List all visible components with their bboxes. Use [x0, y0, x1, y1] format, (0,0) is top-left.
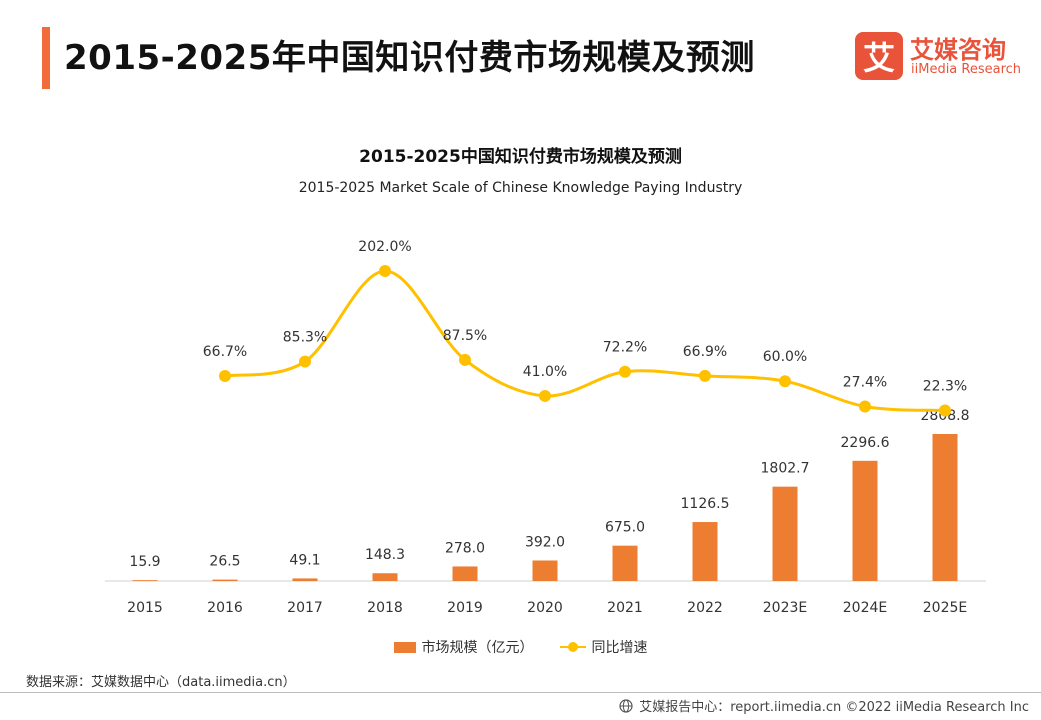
legend-item-line: 同比增速 [559, 637, 648, 657]
page-title: 2015-2025年中国知识付费市场规模及预测 [64, 38, 755, 78]
x-tick-2017: 2017 [287, 600, 323, 616]
growth-label-2019: 87.5% [443, 328, 487, 344]
bar-label-2019: 278.0 [445, 540, 485, 556]
growth-label-2025E: 22.3% [923, 378, 967, 394]
x-tick-2019: 2019 [447, 600, 483, 616]
growth-point-2025E [939, 404, 951, 417]
logo-name-cn: 艾媒咨询 [910, 36, 1006, 64]
bar-label-2016: 26.5 [209, 554, 240, 570]
growth-point-2018 [379, 265, 391, 277]
growth-label-2023E: 60.0% [763, 349, 807, 365]
footer-divider [0, 692, 1041, 693]
bar-2019 [452, 566, 478, 581]
footer-text: 艾媒报告中心：report.iimedia.cn ©2022 iiMedia R… [639, 700, 1029, 715]
legend-bar-swatch [393, 641, 416, 653]
growth-label-2020: 41.0% [523, 364, 567, 380]
bar-label-2021: 675.0 [605, 520, 645, 536]
chart-title: 2015-2025中国知识付费市场规模及预测 [359, 147, 682, 167]
bar-label-2018: 148.3 [365, 547, 405, 563]
x-tick-2016: 2016 [207, 600, 243, 616]
legend-item-bars: 市场规模（亿元） [393, 637, 534, 657]
footer: 艾媒报告中心：report.iimedia.cn ©2022 iiMedia R… [619, 696, 1029, 715]
bar-2016 [212, 579, 238, 581]
bar-2020 [532, 560, 558, 581]
bar-label-2023E: 1802.7 [761, 461, 810, 477]
bar-2023E [772, 486, 798, 581]
growth-line [224, 269, 946, 412]
bar-2022 [692, 522, 718, 581]
growth-label-2024E: 27.4% [843, 374, 887, 390]
logo-mark: 艾 [855, 32, 903, 80]
growth-label-2016: 66.7% [203, 344, 247, 360]
growth-point-2020 [539, 389, 551, 402]
chart-subtitle: 2015-2025 Market Scale of Chinese Knowle… [298, 180, 743, 196]
bar-label-2015: 15.9 [129, 554, 160, 570]
growth-point-2024E [859, 400, 871, 413]
growth-point-2016 [219, 370, 231, 382]
x-tick-2022: 2022 [687, 600, 723, 616]
growth-point-2019 [459, 353, 471, 366]
bar-label-2020: 392.0 [525, 534, 565, 550]
x-tick-2023E: 2023E [763, 600, 807, 616]
bar-label-2022: 1126.5 [681, 496, 730, 512]
growth-label-2022: 66.9% [683, 344, 727, 360]
x-tick-2018: 2018 [367, 600, 403, 616]
x-tick-2021: 2021 [607, 600, 643, 616]
growth-point-2017 [299, 355, 311, 368]
header-accent-bar [42, 27, 50, 89]
bar-label-2024E: 2296.6 [841, 435, 890, 451]
bar-2025E [932, 434, 958, 581]
bar-2017 [292, 578, 318, 581]
legend-line-swatch [559, 641, 586, 653]
iimedia-logo: 艾 艾媒咨询 iiMedia Research [855, 28, 1025, 86]
legend-bar-label: 市场规模（亿元） [421, 640, 534, 656]
growth-label-2018: 202.0% [358, 239, 411, 255]
chart-legend: 市场规模（亿元） 同比增速 [0, 637, 1041, 657]
legend-line-label: 同比增速 [591, 640, 648, 656]
bar-2015 [132, 580, 158, 581]
data-source-note: 数据来源：艾媒数据中心（data.iimedia.cn） [26, 675, 296, 690]
bar-label-2017: 49.1 [289, 552, 320, 568]
x-tick-2015: 2015 [127, 600, 163, 616]
globe-icon [619, 698, 633, 713]
logo-name-en: iiMedia Research [911, 62, 1022, 77]
growth-label-2017: 85.3% [283, 330, 327, 346]
x-tick-2025E: 2025E [923, 600, 967, 616]
growth-point-2021 [619, 365, 631, 378]
bar-2018 [372, 573, 398, 581]
growth-point-2022 [699, 369, 711, 382]
x-tick-2020: 2020 [527, 600, 563, 616]
bar-2024E [852, 460, 878, 581]
bar-2021 [612, 545, 638, 581]
x-tick-2024E: 2024E [843, 600, 887, 616]
growth-label-2021: 72.2% [603, 340, 647, 356]
growth-point-2023E [779, 375, 791, 388]
